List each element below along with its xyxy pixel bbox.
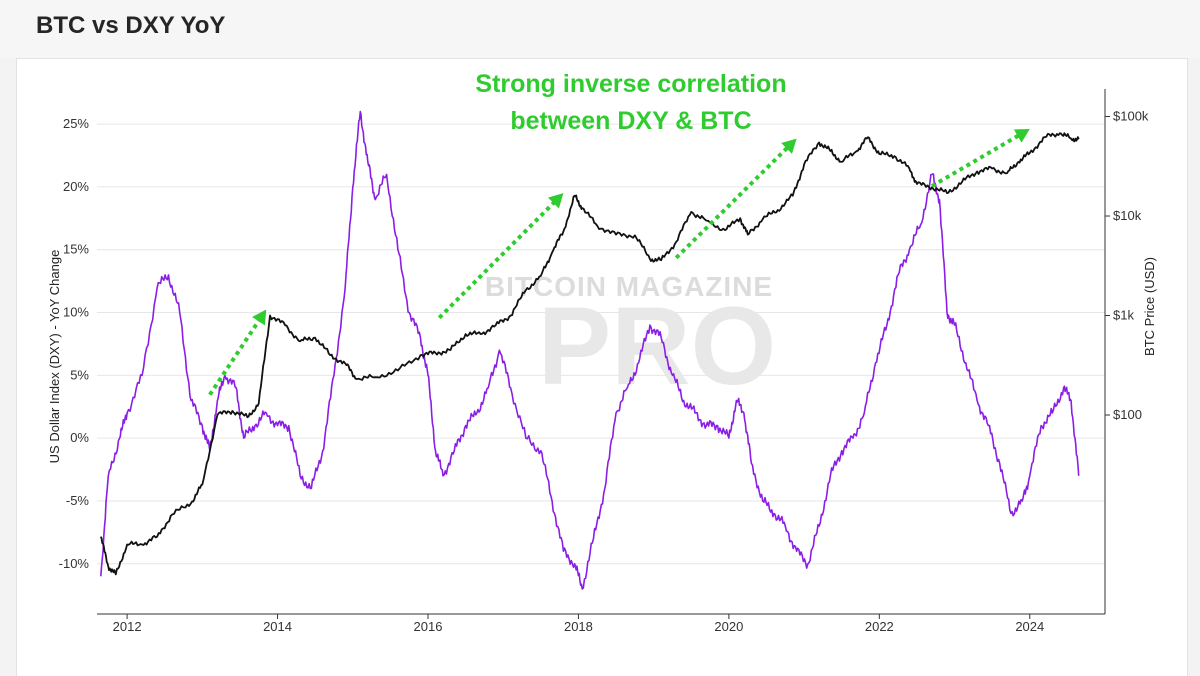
watermark-brand: BITCOIN MAGAZINE (485, 271, 773, 302)
chart-svg: BITCOIN MAGAZINE PRO -10% -5% 0% 5% 10% 15% 20… (47, 70, 1157, 634)
x-tick-label: 2016 (414, 619, 443, 634)
y-tick-label: 10% (63, 305, 89, 320)
x-tick-label: 2018 (564, 619, 593, 634)
trend-arrow-head (1013, 128, 1030, 143)
y2-axis-title: BTC Price (USD) (1142, 257, 1157, 356)
y2-tick-label: $100k (1113, 109, 1149, 124)
y-tick-label: 5% (70, 367, 89, 382)
trend-arrow-line (674, 146, 789, 260)
tick-labels: -10% -5% 0% 5% 10% 15% 20% 25% $100 $1k $10k $100k 2… (59, 109, 1149, 634)
x-tick-label: 2024 (1015, 619, 1044, 634)
trend-arrow-head (252, 309, 267, 326)
trend-arrow-head (548, 193, 564, 209)
trend-arrow-line (208, 319, 261, 396)
y2-tick-label: $1k (1113, 308, 1134, 323)
axes (97, 89, 1110, 619)
trend-arrow-line (437, 200, 556, 320)
annotation-line-1: Strong inverse correlation (475, 70, 786, 98)
arrow-layer (208, 128, 1030, 396)
header-bar: BTC vs DXY YoY (0, 0, 1200, 58)
x-tick-label: 2022 (865, 619, 894, 634)
annotation-line-2: between DXY & BTC (510, 107, 751, 135)
watermark: BITCOIN MAGAZINE PRO (485, 271, 776, 408)
trend-arrow-head (781, 138, 797, 154)
dxy-yoy-line (100, 110, 1080, 590)
y-axis-title: US Dollar Index (DXY) - YoY Change (47, 250, 62, 464)
y-tick-label: 20% (63, 179, 89, 194)
y2-tick-label: $10k (1113, 208, 1142, 223)
x-tick-label: 2012 (113, 619, 142, 634)
y2-tick-label: $100 (1113, 407, 1142, 422)
y-tick-label: 0% (70, 430, 89, 445)
y-tick-label: -10% (59, 556, 90, 571)
page-title: BTC vs DXY YoY (36, 12, 226, 39)
trend-arrow-line (930, 133, 1020, 188)
series-layer (99, 110, 1080, 590)
y-tick-label: -5% (66, 493, 90, 508)
y-tick-label: 15% (63, 242, 89, 257)
x-tick-label: 2020 (714, 619, 743, 634)
y-tick-label: 25% (63, 116, 89, 131)
chart-card: BITCOIN MAGAZINE PRO -10% -5% 0% 5% 10% 15% 20… (16, 58, 1188, 676)
x-tick-label: 2014 (263, 619, 292, 634)
watermark-pro: PRO (538, 285, 776, 408)
btc-price-line (99, 132, 1080, 576)
